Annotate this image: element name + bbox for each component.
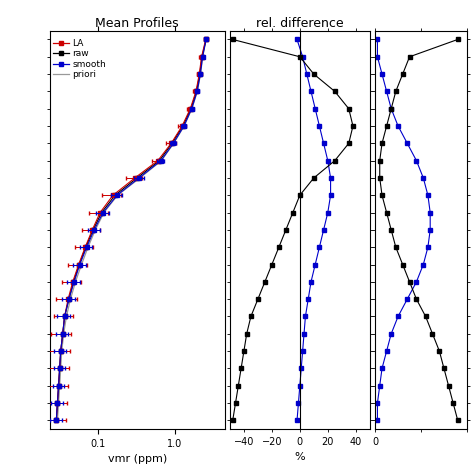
X-axis label: %: % [294, 452, 305, 462]
Title: rel. difference: rel. difference [256, 17, 344, 30]
Title: Mean Profiles: Mean Profiles [95, 17, 179, 30]
Legend: LA, raw, smooth, priori: LA, raw, smooth, priori [51, 37, 108, 81]
X-axis label: vmr (ppm): vmr (ppm) [108, 454, 167, 464]
